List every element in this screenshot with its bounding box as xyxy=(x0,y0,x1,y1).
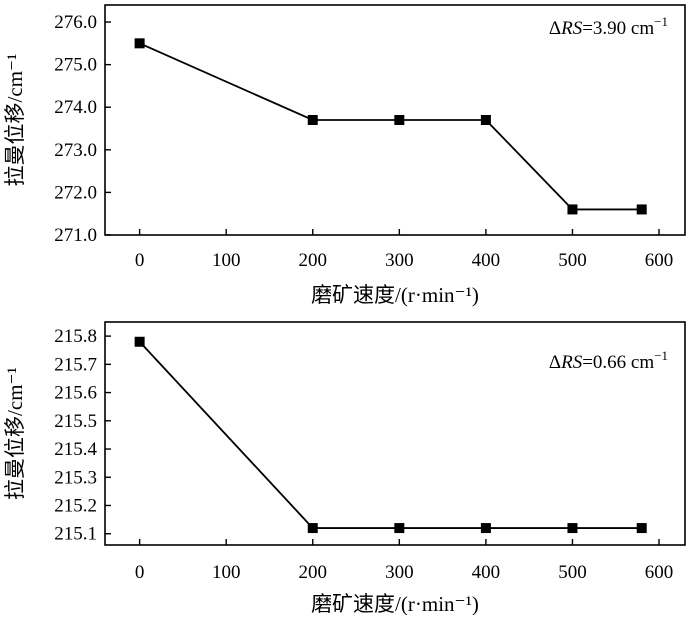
chart-1-y-tick-label: 276.0 xyxy=(54,12,97,33)
chart-1-data-point xyxy=(636,204,647,215)
chart-2-y-tick-label: 215.4 xyxy=(54,439,97,460)
chart-2-y-tick-label: 215.7 xyxy=(54,354,97,375)
chart-1-x-tick-label: 300 xyxy=(385,250,414,271)
chart-2-x-tick-label: 100 xyxy=(212,562,241,583)
chart-1-x-tick-label: 500 xyxy=(558,250,587,271)
chart-2-data-point xyxy=(480,523,491,534)
chart-1-x-tick-label: 200 xyxy=(299,250,328,271)
chart-2-data-point xyxy=(134,336,145,347)
chart-1-plot-frame xyxy=(104,4,686,236)
chart-1-series-line xyxy=(139,42,642,211)
chart-2-data-point xyxy=(394,523,405,534)
chart-1-x-axis-label: 磨矿速度/(r·min⁻¹) xyxy=(311,283,479,307)
chart-2-plot-frame xyxy=(104,321,686,546)
chart-1-y-tick-label: 274.0 xyxy=(54,97,97,118)
chart-1-x-tick-label: 100 xyxy=(212,250,241,271)
chart-2-x-tick-label: 600 xyxy=(645,562,674,583)
chart-2-data-point xyxy=(567,523,578,534)
chart-2-y-tick-label: 215.3 xyxy=(54,467,97,488)
chart-1: 0 100 200 300 400 500 600 271.0 272.0 273.0 274.0 2… xyxy=(3,4,686,307)
chart-2-x-tick-label: 500 xyxy=(558,562,587,583)
chart-2-x-tick-label: 200 xyxy=(299,562,328,583)
chart-1-data-point xyxy=(480,115,491,125)
chart-2-x-axis-label: 磨矿速度/(r·min⁻¹) xyxy=(311,592,479,615)
chart-1-y-tick-label: 272.0 xyxy=(54,182,97,203)
chart-1-y-tick-label: 271.0 xyxy=(54,225,97,246)
chart-2-y-tick-label: 215.5 xyxy=(54,411,97,432)
chart-1-data-point xyxy=(567,204,578,215)
chart-1-data-point xyxy=(307,115,318,125)
chart-1-data-point xyxy=(394,115,405,125)
chart-2-x-tick-label: 0 xyxy=(135,562,145,583)
chart-1-y-tick-label: 275.0 xyxy=(54,55,97,76)
chart-2: 0 100 200 300 400 500 600 215.1 215.2 215.3 215.4 2… xyxy=(3,321,686,616)
chart-2-x-tick-label: 400 xyxy=(472,562,501,583)
chart-1-y-axis-label: 拉曼位移/cm⁻¹ xyxy=(3,54,27,187)
chart-2-data-point xyxy=(636,523,647,534)
chart-1-y-tick-label: 273.0 xyxy=(54,140,97,161)
chart-2-x-tick-label: 300 xyxy=(385,562,414,583)
chart-2-y-tick-label: 215.2 xyxy=(54,495,97,516)
chart-2-series-line xyxy=(138,341,642,529)
chart-1-x-tick-label: 0 xyxy=(135,250,145,271)
chart-1-x-tick-label: 400 xyxy=(472,250,501,271)
chart-1-data-point xyxy=(134,38,145,49)
chart-2-y-tick-label: 215.1 xyxy=(54,524,97,545)
chart-2-y-axis-label: 拉曼位移/cm⁻¹ xyxy=(3,367,27,500)
chart-2-data-point xyxy=(307,523,318,534)
chart-1-x-tick-label: 600 xyxy=(645,250,674,271)
chart-2-y-tick-label: 215.8 xyxy=(54,326,97,347)
chart-2-y-tick-label: 215.6 xyxy=(54,383,97,404)
chart-2-annotation: ΔRS=0.66 cm−1 xyxy=(549,348,668,373)
chart-1-annotation: ΔRS=3.90 cm−1 xyxy=(549,14,668,39)
